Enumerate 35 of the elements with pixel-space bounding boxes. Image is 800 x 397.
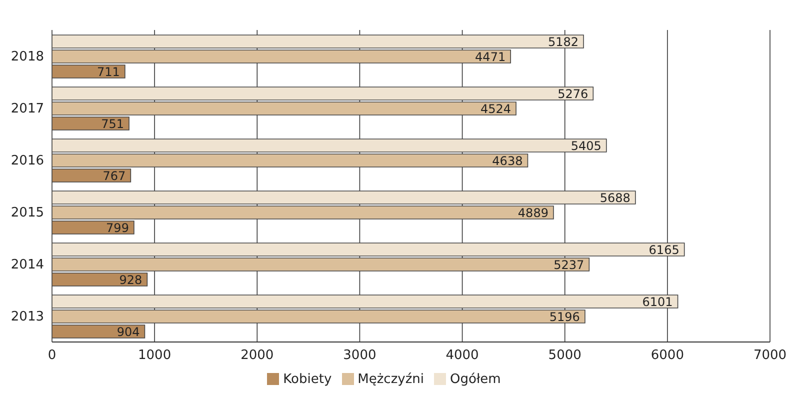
legend-label: Ogółem [450,372,501,387]
data-label: 5405 [570,138,602,153]
data-label: 5196 [549,310,580,324]
data-label: 799 [106,220,129,235]
data-label: 4471 [475,50,506,64]
x-tick-label: 6000 [650,348,684,364]
data-label: 4889 [518,206,548,220]
legend-label: Kobiety [283,372,332,387]
data-label: 711 [97,64,120,79]
y-tick-label: 2013 [10,310,44,325]
y-tick-label: 2015 [10,206,44,221]
x-tick-label: 5000 [548,348,582,364]
data-label: 928 [119,272,142,287]
x-tick-label: 1000 [138,348,172,364]
data-label: 904 [116,324,140,339]
data-label: 5688 [600,190,630,205]
data-label: 4638 [492,154,523,168]
data-label: 4524 [480,102,512,116]
x-tick-label: 7000 [753,348,787,364]
y-tick-label: 2018 [10,50,44,65]
x-tick-label: 2000 [240,348,274,364]
data-label: 5182 [548,34,579,49]
y-tick-label: 2017 [10,102,44,117]
data-label: 5237 [554,258,584,272]
x-tick-label: 3000 [343,348,376,364]
data-label: 5276 [558,86,588,101]
legend-label: Mężczyźni [358,372,424,387]
data-label: 6165 [648,242,680,257]
x-tick-label: 0 [48,348,56,364]
y-tick-label: 2016 [10,154,44,169]
data-label: 767 [102,168,126,183]
data-label: 6101 [642,294,673,309]
y-tick-label: 2014 [10,258,44,273]
x-tick-label: 4000 [446,348,479,364]
data-label: 751 [101,116,124,131]
